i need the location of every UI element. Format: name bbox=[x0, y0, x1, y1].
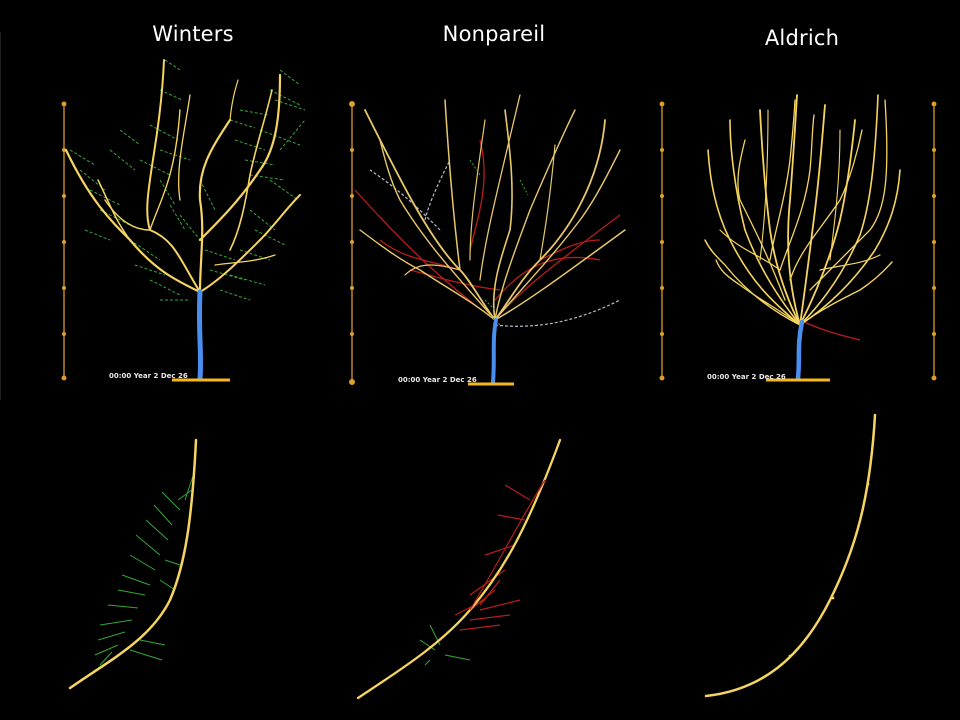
nonpareil-tree bbox=[349, 94, 626, 386]
aldrich-timestamp: 00:00 Year 2 Dec 26 bbox=[707, 373, 786, 381]
aldrich-tree bbox=[659, 94, 937, 382]
aldrich-scale-bar-left bbox=[659, 101, 665, 381]
aldrich-trunk bbox=[795, 319, 805, 381]
title-nonpareil: Nonpareil bbox=[442, 22, 546, 46]
aldrich-scale-bar-right bbox=[931, 101, 937, 381]
nonpareil-branch-detail bbox=[356, 438, 562, 700]
nonpareil-trunk bbox=[491, 318, 498, 384]
winters-branches bbox=[64, 59, 301, 294]
winters-trunk bbox=[196, 289, 204, 381]
winters-timestamp: 00:00 Year 2 Dec 26 bbox=[109, 372, 188, 380]
nonpareil-branches bbox=[359, 94, 626, 321]
nonpareil-timestamp: 00:00 Year 2 Dec 26 bbox=[398, 376, 477, 384]
title-aldrich: Aldrich bbox=[764, 26, 840, 50]
winters-leaves bbox=[69, 59, 306, 301]
title-winters: Winters bbox=[152, 22, 234, 46]
winters-scale-bar bbox=[61, 101, 67, 381]
aldrich-branch-detail bbox=[704, 413, 877, 698]
aldrich-red-shoot bbox=[799, 319, 861, 341]
winters-tree bbox=[61, 59, 306, 382]
nonpareil-scale-bar bbox=[349, 101, 355, 385]
panel-edge-line bbox=[0, 32, 1, 400]
nonpareil-gray-shoots bbox=[369, 159, 621, 327]
aldrich-branches bbox=[704, 94, 901, 326]
winters-branch-detail bbox=[68, 438, 198, 690]
